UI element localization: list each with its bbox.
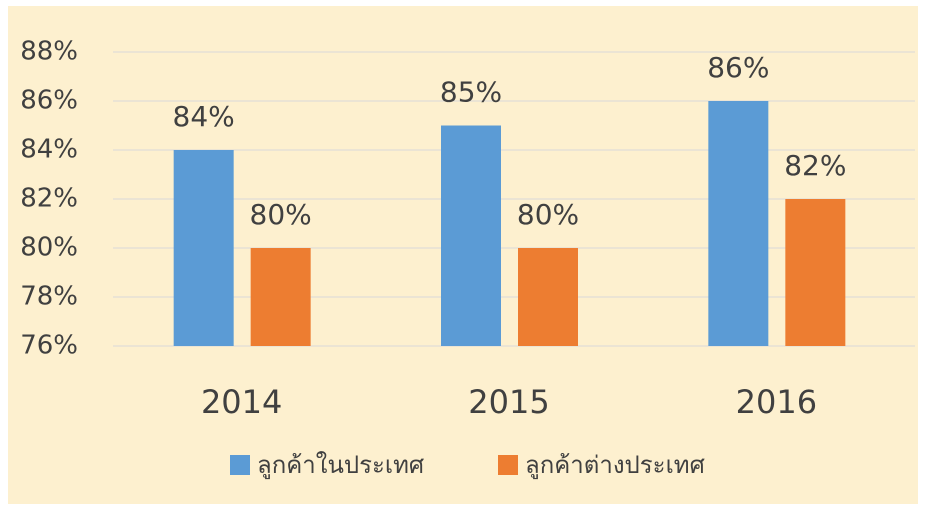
bar <box>518 248 578 346</box>
data-label: 85% <box>440 76 502 109</box>
y-tick-label: 76% <box>20 331 78 361</box>
y-tick-label: 78% <box>20 282 78 312</box>
data-label: 80% <box>517 198 579 231</box>
y-tick-label: 88% <box>20 37 78 67</box>
bar <box>250 248 311 346</box>
legend-swatch <box>498 455 518 475</box>
x-tick-label: 2014 <box>201 383 282 421</box>
y-tick-label: 86% <box>20 86 78 116</box>
bar <box>708 101 769 346</box>
data-label: 86% <box>707 51 769 84</box>
legend-label: ลูกค้าต่างประเทศ <box>525 451 705 480</box>
y-tick-label: 80% <box>20 233 78 263</box>
bar <box>173 150 234 346</box>
bar <box>785 199 846 346</box>
x-tick-label: 2015 <box>468 383 549 421</box>
data-label: 84% <box>173 100 235 133</box>
legend-swatch <box>230 455 250 475</box>
legend-label: ลูกค้าในประเทศ <box>257 451 424 480</box>
bar <box>441 125 501 346</box>
y-tick-label: 84% <box>20 135 78 165</box>
data-label: 82% <box>784 149 846 182</box>
data-label: 80% <box>250 198 312 231</box>
x-tick-label: 2016 <box>736 383 817 421</box>
y-tick-label: 82% <box>20 184 78 214</box>
